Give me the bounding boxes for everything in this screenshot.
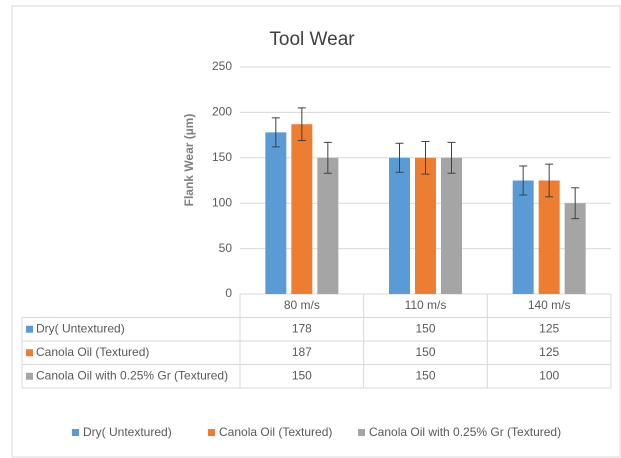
- table-value: 187: [292, 345, 312, 359]
- table-value: 100: [539, 368, 559, 382]
- legend-key: [358, 429, 365, 436]
- table-value: 125: [539, 345, 559, 359]
- bar: [291, 124, 313, 294]
- y-tick-label: 0: [225, 286, 232, 300]
- error-bar: [571, 187, 580, 220]
- table-row-label: Dry( Untextured): [36, 321, 125, 335]
- x-tick-label: 140 m/s: [528, 298, 571, 312]
- bar: [441, 157, 462, 294]
- legend-key: [72, 429, 79, 436]
- error-bar: [297, 107, 306, 142]
- legend-label: Dry( Untextured): [83, 425, 172, 439]
- bar: [317, 157, 339, 294]
- chart-title: Tool Wear: [269, 29, 355, 50]
- table-legend-key: [26, 372, 33, 380]
- table-row-label: Canola Oil with 0.25% Gr (Textured): [36, 368, 228, 382]
- error-bar: [271, 117, 280, 148]
- bar: [564, 203, 586, 294]
- error-bar: [323, 141, 332, 174]
- table-row-label: Canola Oil (Textured): [36, 345, 149, 359]
- table-legend-key: [26, 349, 33, 357]
- table-value: 150: [415, 321, 435, 335]
- y-axis-title: Flank Wear (µm): [182, 114, 196, 207]
- table-value: 125: [539, 321, 559, 335]
- bar: [538, 180, 560, 294]
- y-tick-label: 250: [212, 59, 232, 73]
- x-tick-label: 80 m/s: [284, 298, 320, 312]
- bar: [415, 157, 436, 294]
- error-bar: [519, 165, 528, 196]
- error-bar: [395, 142, 404, 173]
- bar: [512, 180, 534, 294]
- bar: [389, 157, 410, 294]
- y-tick-label: 100: [212, 195, 232, 209]
- y-tick-label: 200: [212, 105, 232, 119]
- error-bar: [421, 140, 430, 175]
- legend-label: Canola Oil (Textured): [219, 425, 332, 439]
- table-value: 150: [415, 345, 435, 359]
- error-bar: [545, 163, 554, 198]
- table-value: 178: [292, 321, 312, 335]
- error-bar: [447, 141, 456, 174]
- legend-label: Canola Oil with 0.25% Gr (Textured): [369, 425, 561, 439]
- y-tick-label: 150: [212, 150, 232, 164]
- x-tick-label: 110 m/s: [405, 298, 447, 312]
- bar: [265, 132, 287, 294]
- table-legend-key: [26, 325, 33, 333]
- y-tick-label: 50: [219, 241, 233, 255]
- table-value: 150: [292, 368, 312, 382]
- legend-key: [208, 429, 215, 436]
- table-value: 150: [415, 368, 435, 382]
